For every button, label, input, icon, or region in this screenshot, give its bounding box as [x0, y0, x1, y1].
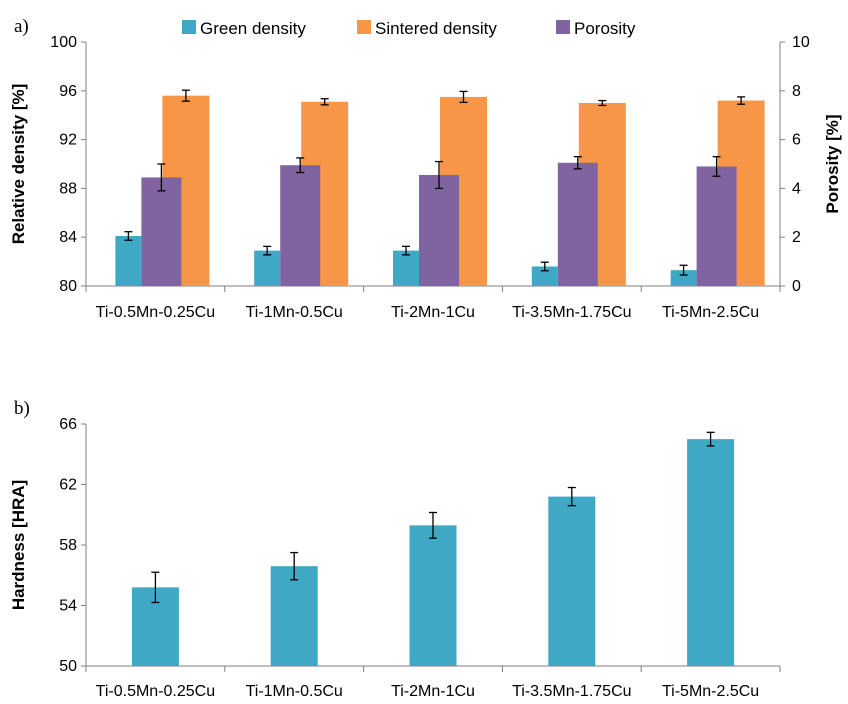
error-bar-sintered-density-ti-5mn-2-5cu	[737, 96, 746, 105]
y-tick-label: 96	[59, 83, 77, 100]
error-bar-hardness-ti-5mn-2-5cu	[706, 431, 715, 447]
error-bar-hardness-ti-1mn-0-5cu	[290, 551, 299, 581]
y-right-tick-label: 4	[792, 180, 801, 197]
y-tick-label: 92	[59, 132, 77, 149]
error-bar-sintered-density-ti-2mn-1cu	[459, 90, 468, 104]
y-tick-label: 58	[59, 537, 77, 554]
panel-a-density-porosity-chart: a) Green density Sintered density Porosi…	[9, 16, 842, 321]
error-bar-green-density-ti-5mn-2-5cu	[679, 264, 688, 276]
y-axis-label-hardness: Hardness [HRA]	[9, 480, 28, 610]
bar-porosity-ti-5mn-2-5cu	[696, 166, 737, 286]
bar-porosity-ti-1mn-0-5cu	[280, 165, 321, 286]
y-tick-label: 50	[59, 658, 77, 675]
x-tick-label: Ti-0.5Mn-0.25Cu	[96, 304, 215, 321]
bar-green-density-ti-0-5mn-0-25cu	[115, 235, 142, 286]
error-bar-sintered-density-ti-1mn-0-5cu	[320, 98, 329, 106]
y-tick-label: 80	[59, 278, 77, 295]
error-bar-hardness-ti-2mn-1cu	[429, 511, 437, 539]
y-right-tick-label: 2	[792, 229, 801, 246]
y-tick-label: 100	[50, 34, 77, 51]
error-bar-porosity-ti-1mn-0-5cu	[296, 157, 305, 174]
x-tick-label: Ti-2Mn-1Cu	[391, 683, 475, 700]
bar-porosity-ti-3-5mn-1-75cu	[557, 162, 598, 286]
y-tick-label: 54	[59, 598, 77, 615]
panel-a-label: a)	[14, 16, 29, 37]
error-bar-green-density-ti-2mn-1cu	[402, 245, 410, 256]
error-bar-porosity-ti-0-5mn-0-25cu	[157, 163, 166, 192]
bar-hardness-ti-2mn-1cu	[409, 525, 457, 666]
x-tick-label: Ti-2Mn-1Cu	[391, 304, 475, 321]
plot-area-a: 80 84 88 92 96 100 0 2 4 6 8 10 Ti-0.5Mn-0.25Cu Ti-1M…	[50, 34, 810, 321]
x-tick-label: Ti-5Mn-2.5Cu	[662, 304, 759, 321]
error-bar-hardness-ti-3-5mn-1-75cu	[567, 486, 576, 507]
panel-b-hardness-chart: b) Hardness [HRA] 50 54 58 62 66 Ti-0.5Mn-0.2…	[9, 398, 781, 700]
error-bar-porosity-ti-5mn-2-5cu	[712, 156, 721, 177]
x-tick-label: Ti-0.5Mn-0.25Cu	[96, 683, 215, 700]
bar-green-density-ti-5mn-2-5cu	[670, 270, 697, 286]
bar-porosity-ti-0-5mn-0-25cu	[141, 177, 182, 286]
bar-green-density-ti-1mn-0-5cu	[254, 250, 281, 286]
error-bar-porosity-ti-2mn-1cu	[435, 160, 443, 190]
legend-swatch-porosity	[556, 20, 570, 34]
bar-green-density-ti-2mn-1cu	[393, 250, 419, 286]
x-tick-label: Ti-5Mn-2.5Cu	[662, 683, 759, 700]
bar-green-density-ti-3-5mn-1-75cu	[531, 266, 558, 286]
error-bar-green-density-ti-1mn-0-5cu	[263, 245, 272, 256]
legend-label-porosity: Porosity	[574, 19, 636, 38]
error-bar-sintered-density-ti-3-5mn-1-75cu	[598, 99, 607, 107]
x-tick-label: Ti-3.5Mn-1.75Cu	[512, 304, 631, 321]
y-axis-label-relative-density: Relative density [%]	[9, 84, 28, 245]
legend: Green density Sintered density Porosity	[182, 19, 636, 38]
bar-porosity-ti-2mn-1cu	[419, 174, 459, 286]
bar-hardness-ti-5mn-2-5cu	[687, 439, 735, 666]
bar-hardness-ti-3-5mn-1-75cu	[548, 496, 596, 666]
error-bar-hardness-ti-0-5mn-0-25cu	[151, 571, 160, 604]
y-tick-label: 66	[59, 416, 77, 433]
y-tick-label: 84	[59, 229, 77, 246]
legend-swatch-sintered-density	[357, 20, 371, 34]
x-tick-label: Ti-1Mn-0.5Cu	[246, 683, 343, 700]
y-axis-label-porosity: Porosity [%]	[823, 114, 842, 213]
error-bar-sintered-density-ti-0-5mn-0-25cu	[181, 89, 190, 102]
error-bar-green-density-ti-3-5mn-1-75cu	[540, 261, 549, 272]
legend-label-sintered-density: Sintered density	[375, 19, 497, 38]
y-right-tick-label: 8	[792, 83, 801, 100]
x-tick-label: Ti-3.5Mn-1.75Cu	[512, 683, 631, 700]
y-right-tick-label: 6	[792, 132, 801, 149]
y-right-tick-label: 0	[792, 278, 801, 295]
panel-b-label: b)	[14, 398, 30, 419]
x-tick-label: Ti-1Mn-0.5Cu	[246, 304, 343, 321]
legend-swatch-green-density	[182, 20, 196, 34]
y-tick-label: 88	[59, 180, 77, 197]
error-bar-green-density-ti-0-5mn-0-25cu	[124, 231, 133, 241]
legend-label-green-density: Green density	[200, 19, 306, 38]
error-bar-porosity-ti-3-5mn-1-75cu	[573, 156, 582, 170]
plot-area-b: 50 54 58 62 66 Ti-0.5Mn-0.25Cu Ti-1Mn-0.5Cu Ti-…	[59, 416, 781, 700]
bar-hardness-ti-1mn-0-5cu	[270, 566, 318, 666]
y-right-tick-label: 10	[792, 34, 810, 51]
y-tick-label: 62	[59, 477, 77, 494]
